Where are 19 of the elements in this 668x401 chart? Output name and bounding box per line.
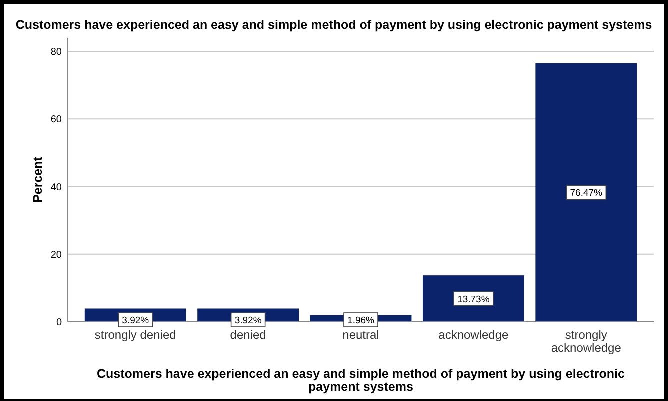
x-tick-label: acknowledge xyxy=(438,328,510,342)
data-label: 3.92% xyxy=(122,316,150,326)
x-tick-label: strongly denied xyxy=(94,328,176,342)
data-label: 76.47% xyxy=(570,188,604,200)
y-tick-label: 0 xyxy=(56,318,62,328)
x-axis-title: Customers have experienced an easy and simple method of payment by using electronic payment systems xyxy=(97,367,626,394)
x-tick-label: strongly acknowledge xyxy=(551,328,622,355)
data-label: 13.73% xyxy=(458,294,490,306)
y-tick-label: 80 xyxy=(50,47,62,58)
y-tick-label: 40 xyxy=(50,182,62,194)
y-tick-label: 60 xyxy=(50,114,62,126)
data-label: 3.92% xyxy=(234,316,262,326)
x-tick-label: denied xyxy=(230,328,266,342)
chart-title: Customers have experienced an easy and simple method of payment by using electronic payment systems xyxy=(16,18,652,32)
x-tick-label: neutral xyxy=(342,328,380,342)
data-label: 1.96% xyxy=(348,316,376,326)
bar xyxy=(536,63,638,322)
y-tick-label: 20 xyxy=(50,250,62,261)
y-axis-title: Percent xyxy=(31,156,45,203)
